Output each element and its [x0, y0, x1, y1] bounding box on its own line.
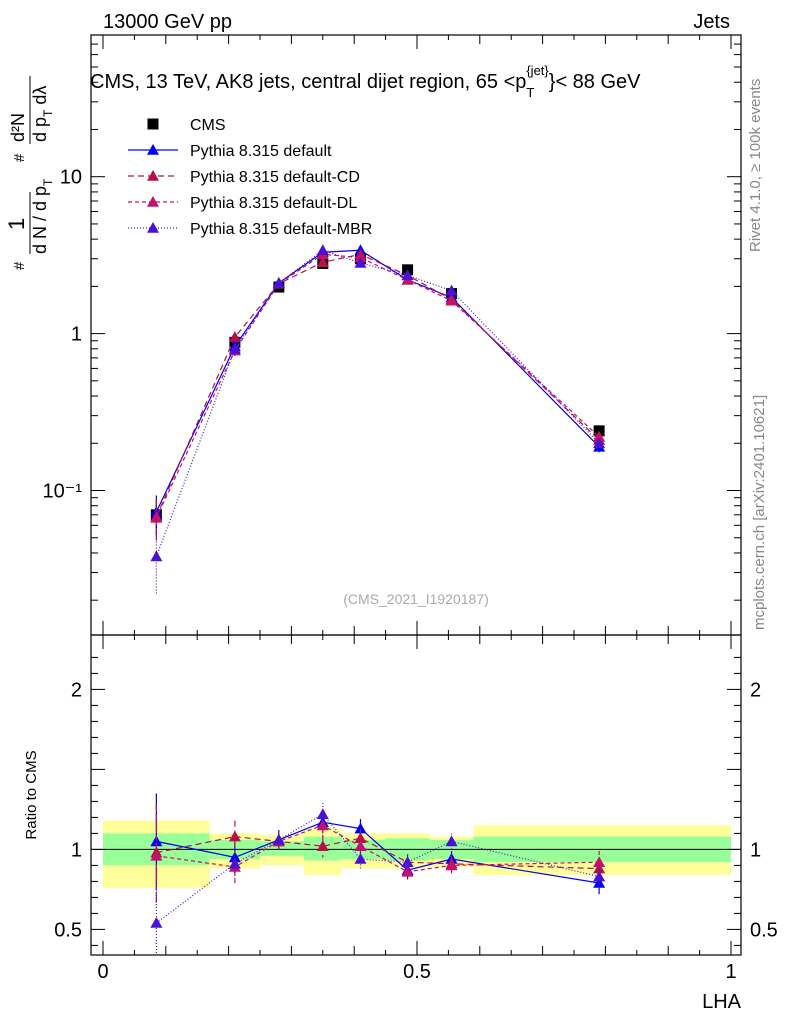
ratio-point-cd: [228, 830, 241, 842]
ratio-line-dl: [156, 824, 600, 873]
legend-label-dl: Pythia 8.315 default-DL: [190, 195, 357, 212]
ratio-point-mbr: [272, 833, 285, 845]
axes-ticks: 10⁻¹ 1 10 0.5 0.5 1 1 2 2 0 0.5 1: [43, 34, 778, 983]
ratio-point-mbr: [316, 808, 329, 819]
legend-marker-mbr: [147, 222, 159, 233]
data-point-mbr: [445, 284, 458, 296]
series-data: [150, 253, 605, 536]
legend-label-default: Pythia 8.315 default: [190, 143, 332, 160]
ratio-point-dl: [593, 856, 606, 867]
ratio-uncertainty-bands: [91, 820, 741, 888]
ratio-y-tick-label-right: 0.5: [750, 919, 778, 941]
ratio-line-mbr: [156, 813, 600, 924]
x-tick-label: 0: [97, 961, 108, 983]
data-point-mbr: [401, 269, 414, 281]
ratio-point-mbr: [401, 856, 414, 867]
ratio-point-default: [593, 877, 606, 888]
data-point-cd: [228, 331, 241, 342]
data-point-dl: [150, 511, 163, 523]
data-point-cd: [316, 256, 329, 268]
series-line-dl: [155, 253, 600, 519]
ratio-panel-frame: [90, 634, 742, 956]
legend-label-cd: Pythia 8.315 default-CD: [190, 169, 360, 186]
series-dl: [150, 248, 606, 542]
ratio-band-inner: [260, 841, 304, 856]
legend-marker-dl: [147, 196, 159, 207]
legend: CMS Pythia 8.315 default Pythia 8.315 defa…: [128, 117, 372, 238]
data-point-mbr: [316, 244, 329, 256]
header-right: Jets: [693, 11, 730, 33]
ratio-series: [150, 793, 606, 955]
main-panel-frame: [90, 34, 742, 636]
legend-label-mbr: Pythia 8.315 default-MBR: [190, 221, 372, 238]
data-point-mbr: [228, 342, 241, 354]
ratio-series-mbr: [150, 803, 606, 955]
analysis-watermark: (CMS_2021_I1920187): [343, 591, 489, 607]
ratio-y-tick-label-right: 1: [750, 839, 761, 861]
ratio-point-dl: [445, 859, 458, 871]
ratio-point-mbr: [228, 857, 241, 869]
data-point-dl: [593, 430, 606, 442]
y-tick-label: 10⁻¹: [43, 481, 83, 503]
series-line-cd: [155, 253, 600, 518]
ratio-point-dl: [150, 849, 163, 861]
series-mbr: [150, 244, 606, 594]
fraction-denominator: d N / d pT: [30, 178, 55, 254]
x-tick-label: 0.5: [403, 961, 431, 983]
data-point-mbr: [150, 550, 163, 562]
ratio-point-default: [354, 822, 367, 834]
svg-text:#: #: [11, 261, 28, 270]
ratio-point-dl: [354, 840, 367, 851]
ratio-point-dl: [401, 865, 414, 877]
ratio-point-mbr: [354, 853, 367, 864]
ratio-point-mbr: [150, 917, 163, 928]
ratio-point-mbr: [445, 835, 458, 847]
legend-label-data: CMS: [190, 117, 226, 134]
legend-marker-data: [147, 118, 159, 130]
ratio-y-tick-label: 1: [71, 839, 82, 861]
ratio-y-tick-label-right: 2: [750, 679, 761, 701]
ratio-point-mbr: [593, 870, 606, 882]
main-series: [150, 244, 606, 594]
x-axis-label: LHA: [702, 991, 742, 1013]
legend-marker-default: [147, 144, 159, 155]
ratio-y-axis-label: Ratio to CMS: [23, 750, 40, 839]
y-tick-label: 1: [71, 324, 82, 346]
series-default: [150, 244, 606, 534]
svg-text:d²N: d²N: [8, 113, 28, 142]
rivet-label: Rivet 4.1.0, ≥ 100k events: [747, 79, 764, 252]
x-tick-label: 1: [725, 961, 736, 983]
ratio-y-tick-label: 0.5: [54, 919, 82, 941]
main-y-axis-label: # 1 d N / d pT # d²N d pT dλ: [4, 76, 55, 270]
fraction-denominator-2: d pT dλ: [30, 86, 55, 142]
data-point-mbr: [354, 256, 367, 268]
ratio-point-cd: [316, 840, 329, 851]
data-point-dl: [445, 294, 458, 306]
ratio-point-default: [150, 835, 163, 847]
plot-title: CMS, 13 TeV, AK8 jets, central dijet reg…: [90, 63, 641, 100]
svg-text:#: #: [11, 153, 28, 162]
mcplots-label: mcplots.cern.ch [arXiv:2401.10621]: [751, 395, 768, 630]
data-point-mbr: [593, 437, 606, 449]
series-line-default: [155, 249, 600, 513]
legend-marker-cd: [147, 170, 159, 181]
y-tick-label: 10: [60, 167, 82, 189]
svg-text:1: 1: [4, 218, 29, 230]
series-cd: [150, 248, 606, 541]
ratio-line-default: [156, 821, 600, 884]
ratio-y-tick-label: 2: [71, 679, 82, 701]
data-point-mbr: [272, 277, 285, 288]
header-left: 13000 GeV pp: [103, 11, 232, 33]
series-line-mbr: [155, 249, 600, 557]
